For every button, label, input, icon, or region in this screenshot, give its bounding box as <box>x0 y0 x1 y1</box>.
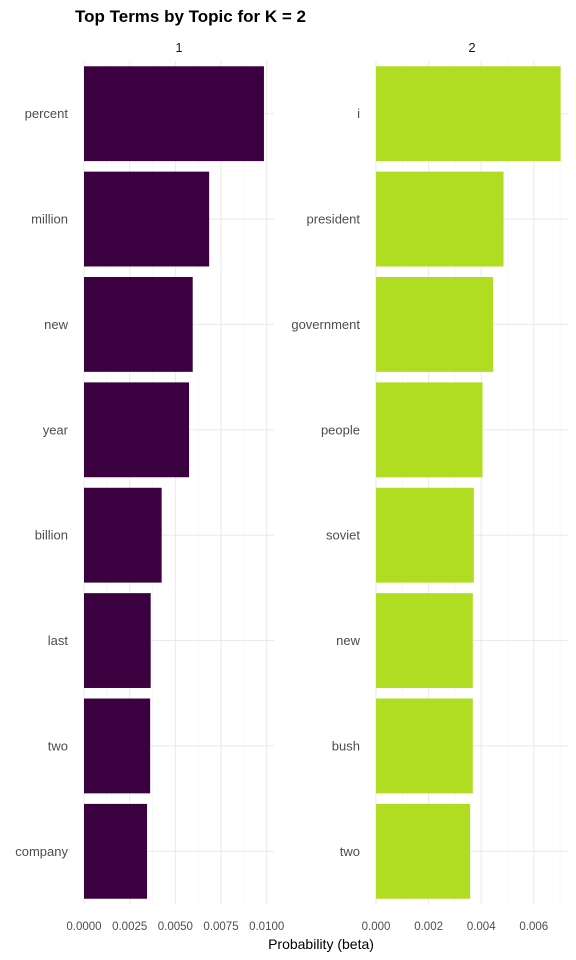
y-tick-label: two <box>48 738 68 753</box>
x-tick-label: 0.0050 <box>158 921 193 933</box>
bar-2-president <box>376 171 504 267</box>
x-tick-label: 0.004 <box>467 921 496 933</box>
panel-strip-label: 2 <box>468 40 475 55</box>
bar-2-two <box>376 803 471 899</box>
y-tick-label: million <box>31 212 68 227</box>
x-tick-label: 0.006 <box>519 921 548 933</box>
y-tick-label: people <box>321 422 360 437</box>
y-tick-label: new <box>44 317 68 332</box>
chart-panels: 1 percent million new year billion last two comp… <box>15 40 568 933</box>
y-tick-label: company <box>15 844 68 859</box>
bar-1-year <box>84 382 190 478</box>
bar-2-soviet <box>376 487 474 583</box>
y-tick-label: government <box>291 317 360 332</box>
y-tick-label: soviet <box>326 528 360 543</box>
x-axis-label: Probability (beta) <box>268 936 374 952</box>
bar-1-two <box>84 698 151 794</box>
bar-1-last <box>84 593 151 688</box>
bar-2-new <box>376 593 473 688</box>
y-tick-label: billion <box>35 528 68 543</box>
y-tick-label: year <box>43 422 69 437</box>
bar-2-i <box>376 66 561 162</box>
bar-2-bush <box>376 698 473 794</box>
bar-1-new <box>84 277 193 372</box>
bar-2-government <box>376 277 494 372</box>
panel-1: 1 percent million new year billion last two comp… <box>15 40 284 933</box>
bar-1-billion <box>84 487 162 583</box>
bar-2-people <box>376 382 483 478</box>
panel-2: 2 i president government people soviet new bush… <box>291 40 568 933</box>
x-tick-label: 0.002 <box>414 921 443 933</box>
chart-title: Top Terms by Topic for K = 2 <box>75 7 306 26</box>
x-tick-label: 0.0100 <box>249 921 284 933</box>
y-tick-label: new <box>336 633 360 648</box>
bar-1-million <box>84 171 210 267</box>
x-tick-label: 0.0000 <box>66 921 101 933</box>
bar-1-company <box>84 803 148 899</box>
y-tick-label: i <box>357 106 360 121</box>
x-tick-label: 0.0025 <box>112 921 147 933</box>
y-tick-label: bush <box>332 738 360 753</box>
bar-1-percent <box>84 66 264 162</box>
x-tick-label: 0.000 <box>362 921 391 933</box>
y-tick-label: percent <box>25 106 69 121</box>
panel-strip-label: 1 <box>175 40 182 55</box>
y-tick-label: last <box>48 633 69 648</box>
y-tick-label: president <box>307 212 361 227</box>
x-tick-label: 0.0075 <box>203 921 238 933</box>
y-tick-label: two <box>340 844 360 859</box>
